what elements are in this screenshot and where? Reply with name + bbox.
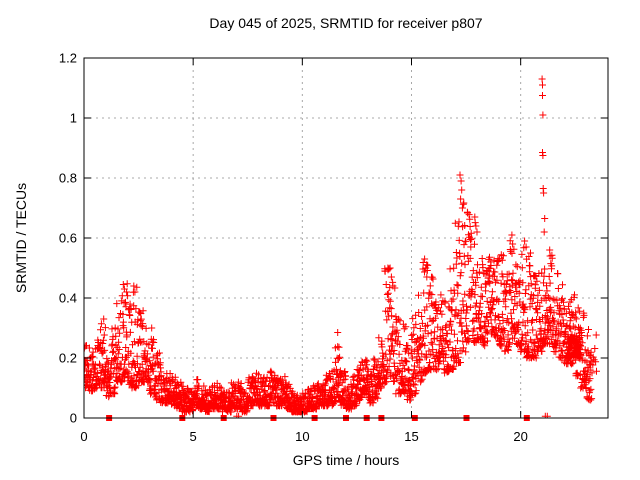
y-tick-label: 1 <box>70 111 77 126</box>
y-tick-label: 0.6 <box>59 231 77 246</box>
x-axis-title: GPS time / hours <box>292 452 400 468</box>
grid-lines <box>84 58 608 418</box>
x-tick-label: 0 <box>80 429 87 444</box>
x-tick-label: 10 <box>295 429 309 444</box>
x-tick-label: 20 <box>513 429 527 444</box>
x-tick-label: 5 <box>190 429 197 444</box>
y-tick-label: 0.8 <box>59 171 77 186</box>
y-tick-label: 0.2 <box>59 351 77 366</box>
axis-ticks <box>83 57 608 419</box>
scatter-points <box>84 75 600 418</box>
chart-title: Day 045 of 2025, SRMTID for receiver p80… <box>209 15 483 31</box>
y-tick-label: 1.2 <box>59 51 77 66</box>
x-tick-label: 15 <box>404 429 418 444</box>
y-tick-label: 0 <box>70 411 77 426</box>
y-tick-label: 0.4 <box>59 291 77 306</box>
